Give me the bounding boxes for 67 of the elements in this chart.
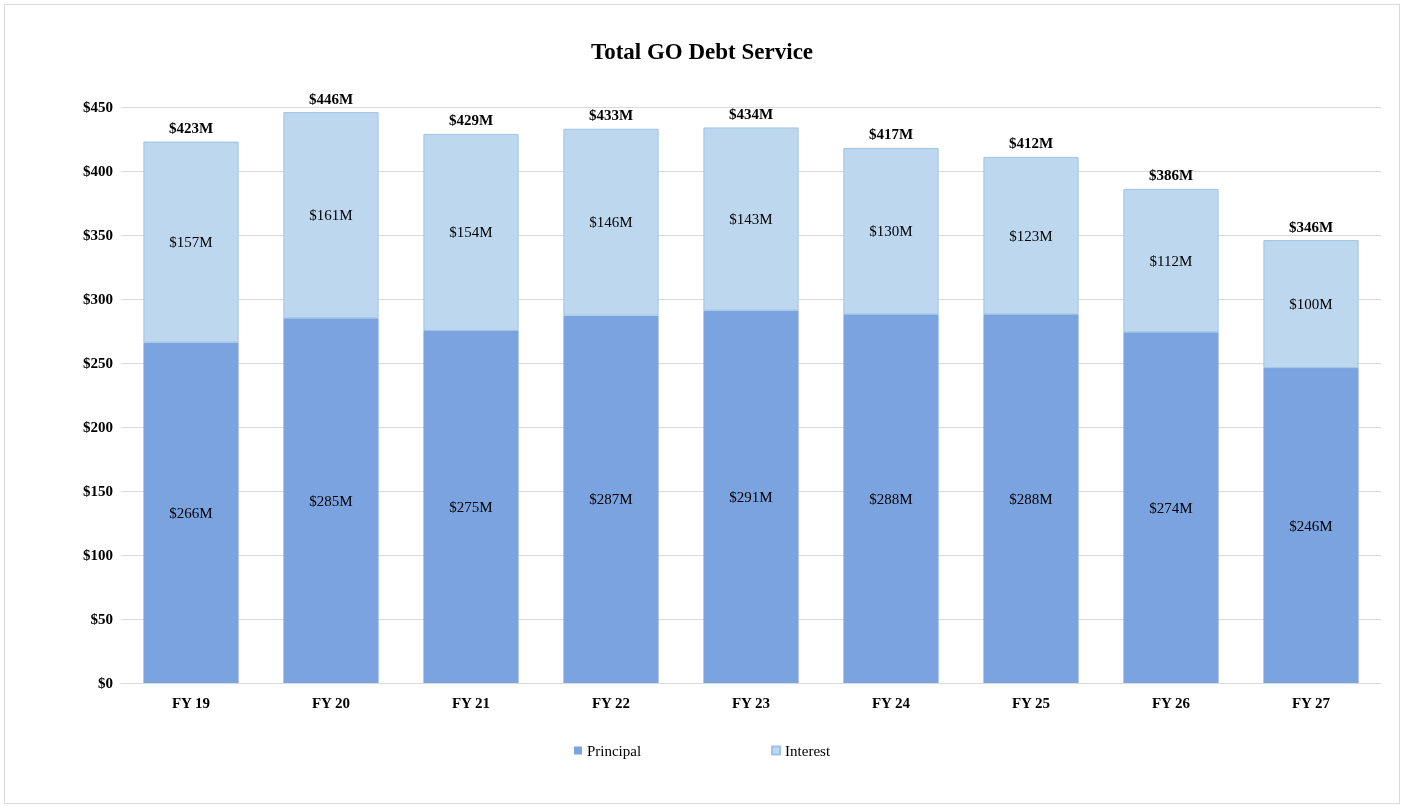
bar <box>423 331 519 683</box>
bar <box>143 141 239 343</box>
total-label: $346M <box>1288 218 1334 235</box>
chart-title: Total GO Debt Service <box>590 39 814 64</box>
total-label: $429M <box>448 112 494 129</box>
data-label: $288M <box>869 490 913 507</box>
bar <box>563 315 659 683</box>
total-label: $386M <box>1148 167 1194 184</box>
bar <box>1123 188 1219 333</box>
x-tick-label: FY 24 <box>871 694 911 711</box>
total-label: $423M <box>168 120 214 137</box>
bar <box>703 310 799 683</box>
total-label: $446M <box>308 90 354 107</box>
bar <box>143 342 239 683</box>
y-tick-label: $400 <box>83 163 113 179</box>
bar <box>843 314 939 683</box>
x-tick-label: FY 20 <box>311 694 351 711</box>
y-tick-label: $100 <box>83 547 113 563</box>
x-tick-label: FY 23 <box>731 694 771 711</box>
total-label: $434M <box>728 105 774 122</box>
y-tick-label: $0 <box>98 675 113 691</box>
total-label: $412M <box>1008 135 1054 152</box>
legend-label: Interest <box>785 742 831 759</box>
data-label: $143M <box>729 211 773 227</box>
x-tick-label: FY 26 <box>1151 694 1191 711</box>
data-label: $123M <box>1009 227 1053 244</box>
bar <box>703 127 799 311</box>
y-tick-label: $200 <box>83 419 113 435</box>
bar <box>1123 332 1219 683</box>
data-label: $287M <box>589 491 633 508</box>
data-label: $285M <box>309 492 353 509</box>
total-label: $417M <box>868 126 914 143</box>
bar <box>283 112 379 319</box>
data-label: $266M <box>169 504 213 521</box>
y-tick-label: $50 <box>90 611 113 627</box>
data-label: $146M <box>589 214 633 231</box>
bar <box>983 156 1079 315</box>
legend-label: Principal <box>586 742 642 759</box>
y-tick-label: $150 <box>83 483 113 499</box>
data-label: $154M <box>449 224 493 241</box>
data-label: $275M <box>449 499 493 515</box>
y-tick-label: $300 <box>83 291 113 307</box>
data-label: $157M <box>169 234 213 251</box>
bar <box>1263 368 1359 683</box>
bar <box>423 133 519 331</box>
data-label: $100M <box>1289 296 1333 313</box>
bar <box>1263 240 1359 369</box>
data-label: $112M <box>1149 252 1193 269</box>
y-tick-label: $350 <box>83 227 113 243</box>
x-tick-label: FY 19 <box>171 694 211 711</box>
x-tick-label: FY 25 <box>1011 694 1051 711</box>
data-label: $161M <box>309 207 353 224</box>
x-tick-label: FY 22 <box>591 694 631 711</box>
data-label: $274M <box>1149 499 1193 516</box>
bar <box>563 128 659 316</box>
x-tick-label: FY 27 <box>1291 694 1331 711</box>
y-tick-label: $450 <box>83 99 113 115</box>
x-tick-label: FY 21 <box>451 694 491 711</box>
total-label: $433M <box>588 107 634 124</box>
bar <box>283 318 379 683</box>
y-tick-label: $250 <box>83 355 113 371</box>
data-label: $288M <box>1009 490 1053 507</box>
bar <box>983 314 1079 683</box>
data-label: $291M <box>729 488 773 505</box>
bar <box>843 147 939 315</box>
data-label: $130M <box>869 223 913 240</box>
data-label: $246M <box>1289 517 1333 534</box>
